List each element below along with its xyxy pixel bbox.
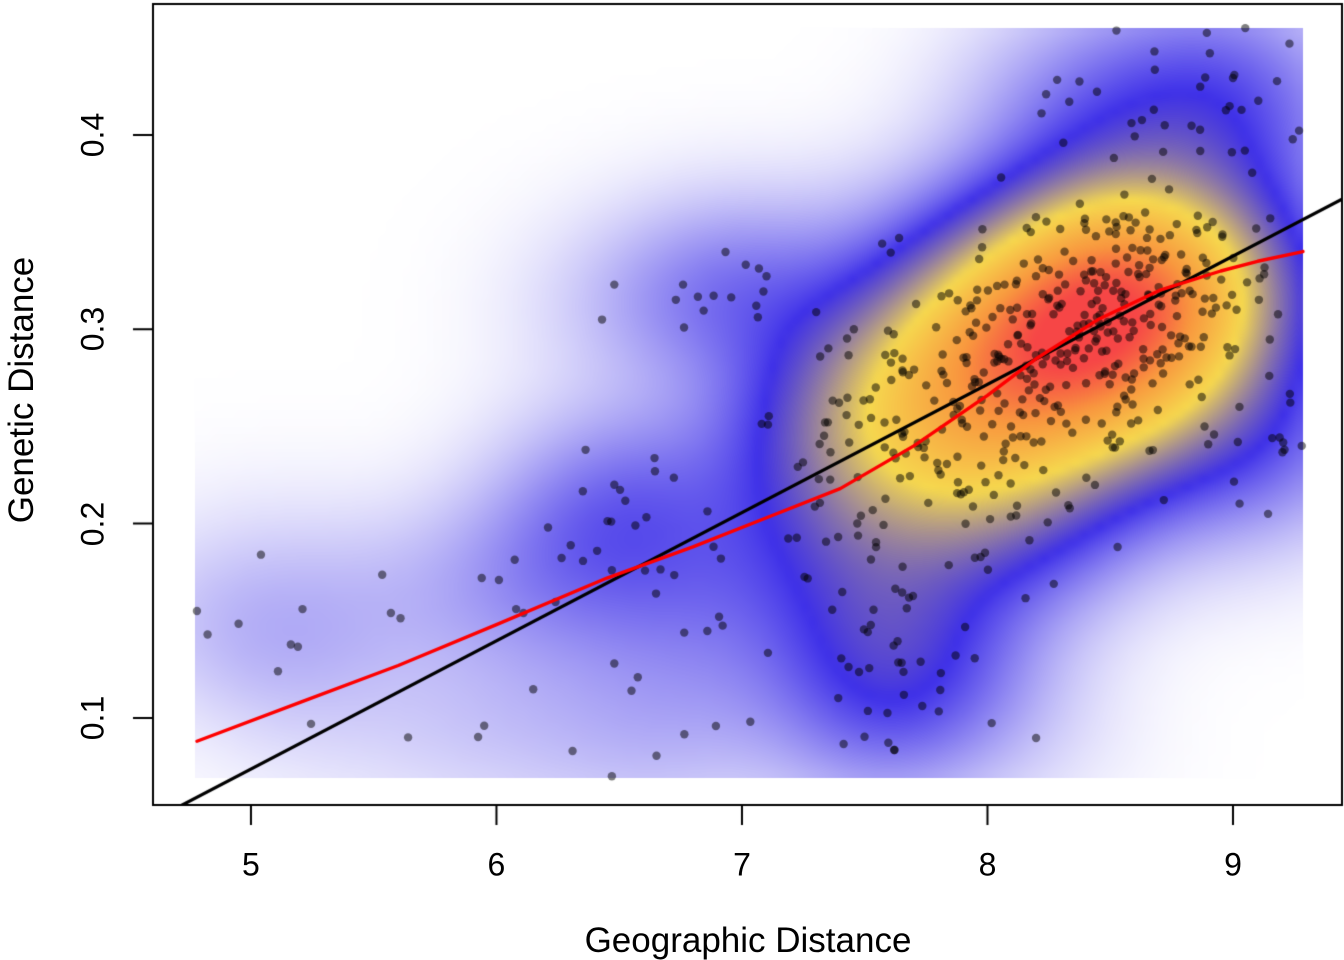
x-tick-label: 8 [978,846,997,883]
y-tick-label: 0.2 [74,501,111,546]
x-tick-label: 5 [242,846,260,883]
y-tick-label: 0.1 [74,695,111,741]
x-tick-label: 6 [487,846,506,883]
x-tick-label: 9 [1224,846,1242,883]
y-axis-title: Genetic Distance [2,256,41,524]
y-tick-label: 0.4 [74,112,111,158]
x-tick-label: 7 [733,846,751,883]
y-tick-label: 0.3 [74,307,111,352]
x-axis-title: Geographic Distance [584,921,912,960]
